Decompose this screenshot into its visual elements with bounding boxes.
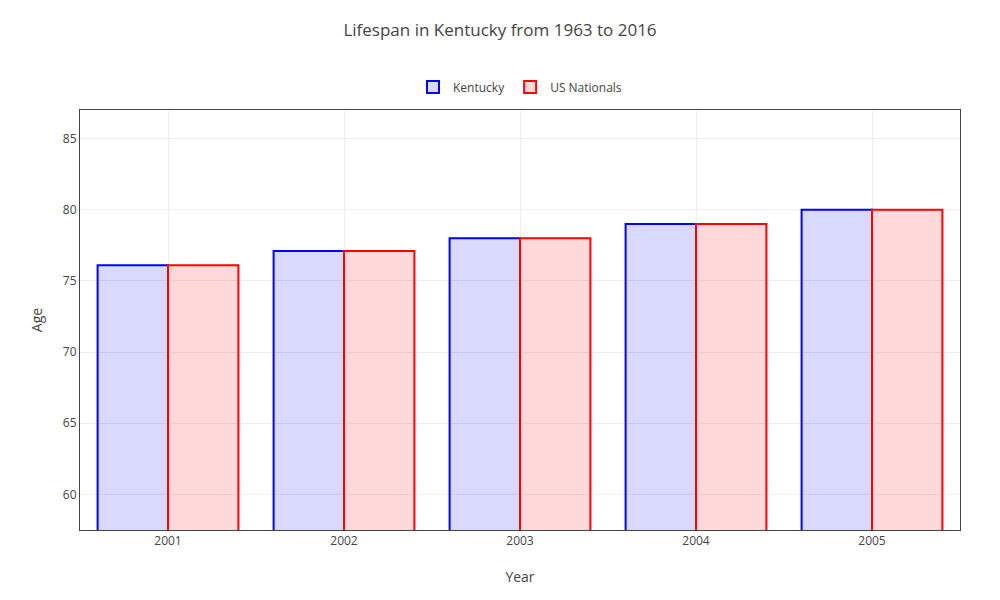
svg-text:2002: 2002 <box>330 532 358 549</box>
svg-text:60: 60 <box>63 486 77 503</box>
svg-text:2003: 2003 <box>506 532 534 549</box>
svg-text:2001: 2001 <box>154 532 181 549</box>
svg-text:Lifespan in Kentucky from 1963: Lifespan in Kentucky from 1963 to 2016 <box>343 18 656 41</box>
svg-text:85: 85 <box>63 130 77 147</box>
svg-text:US Nationals: US Nationals <box>550 79 622 96</box>
svg-text:Year: Year <box>505 567 534 586</box>
svg-text:2004: 2004 <box>682 532 710 549</box>
svg-text:75: 75 <box>63 272 77 289</box>
svg-text:2005: 2005 <box>858 532 886 549</box>
svg-text:65: 65 <box>63 414 77 431</box>
svg-text:80: 80 <box>63 201 77 218</box>
svg-text:Age: Age <box>27 308 46 332</box>
svg-text:70: 70 <box>63 343 77 360</box>
svg-text:Kentucky: Kentucky <box>453 79 505 96</box>
